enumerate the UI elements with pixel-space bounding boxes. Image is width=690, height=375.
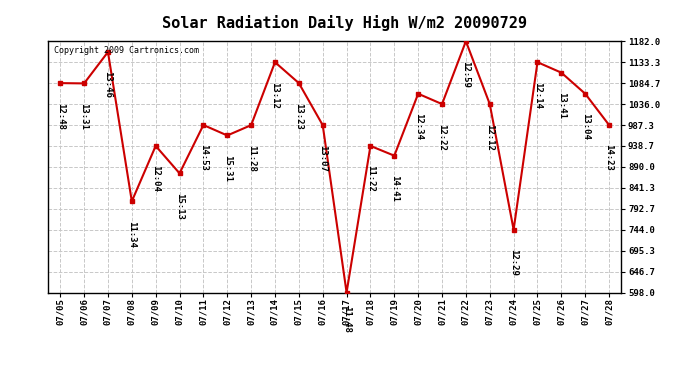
- Text: 13:07: 13:07: [318, 145, 327, 171]
- Text: 14:23: 14:23: [604, 144, 613, 171]
- Text: 12:14: 12:14: [533, 82, 542, 108]
- Text: 12:22: 12:22: [437, 123, 446, 150]
- Text: 15:31: 15:31: [223, 155, 232, 182]
- Text: 13:04: 13:04: [581, 113, 590, 140]
- Text: Solar Radiation Daily High W/m2 20090729: Solar Radiation Daily High W/m2 20090729: [163, 15, 527, 31]
- Text: 12:12: 12:12: [485, 123, 494, 150]
- Text: Copyright 2009 Cartronics.com: Copyright 2009 Cartronics.com: [54, 46, 199, 55]
- Text: 13:41: 13:41: [557, 92, 566, 119]
- Text: 13:31: 13:31: [79, 103, 88, 130]
- Text: 11:34: 11:34: [128, 221, 137, 248]
- Text: 12:29: 12:29: [509, 249, 518, 276]
- Text: 13:12: 13:12: [270, 82, 279, 108]
- Text: 13:46: 13:46: [104, 72, 112, 98]
- Text: 12:34: 12:34: [414, 113, 423, 140]
- Text: 13:23: 13:23: [295, 102, 304, 129]
- Text: 11:48: 11:48: [342, 306, 351, 333]
- Text: 12:48: 12:48: [56, 102, 65, 129]
- Text: 11:28: 11:28: [246, 145, 255, 171]
- Text: 12:04: 12:04: [151, 165, 160, 192]
- Text: 14:53: 14:53: [199, 144, 208, 171]
- Text: 11:22: 11:22: [366, 165, 375, 192]
- Text: 12:59: 12:59: [462, 61, 471, 88]
- Text: 15:13: 15:13: [175, 193, 184, 220]
- Text: 14:41: 14:41: [390, 175, 399, 202]
